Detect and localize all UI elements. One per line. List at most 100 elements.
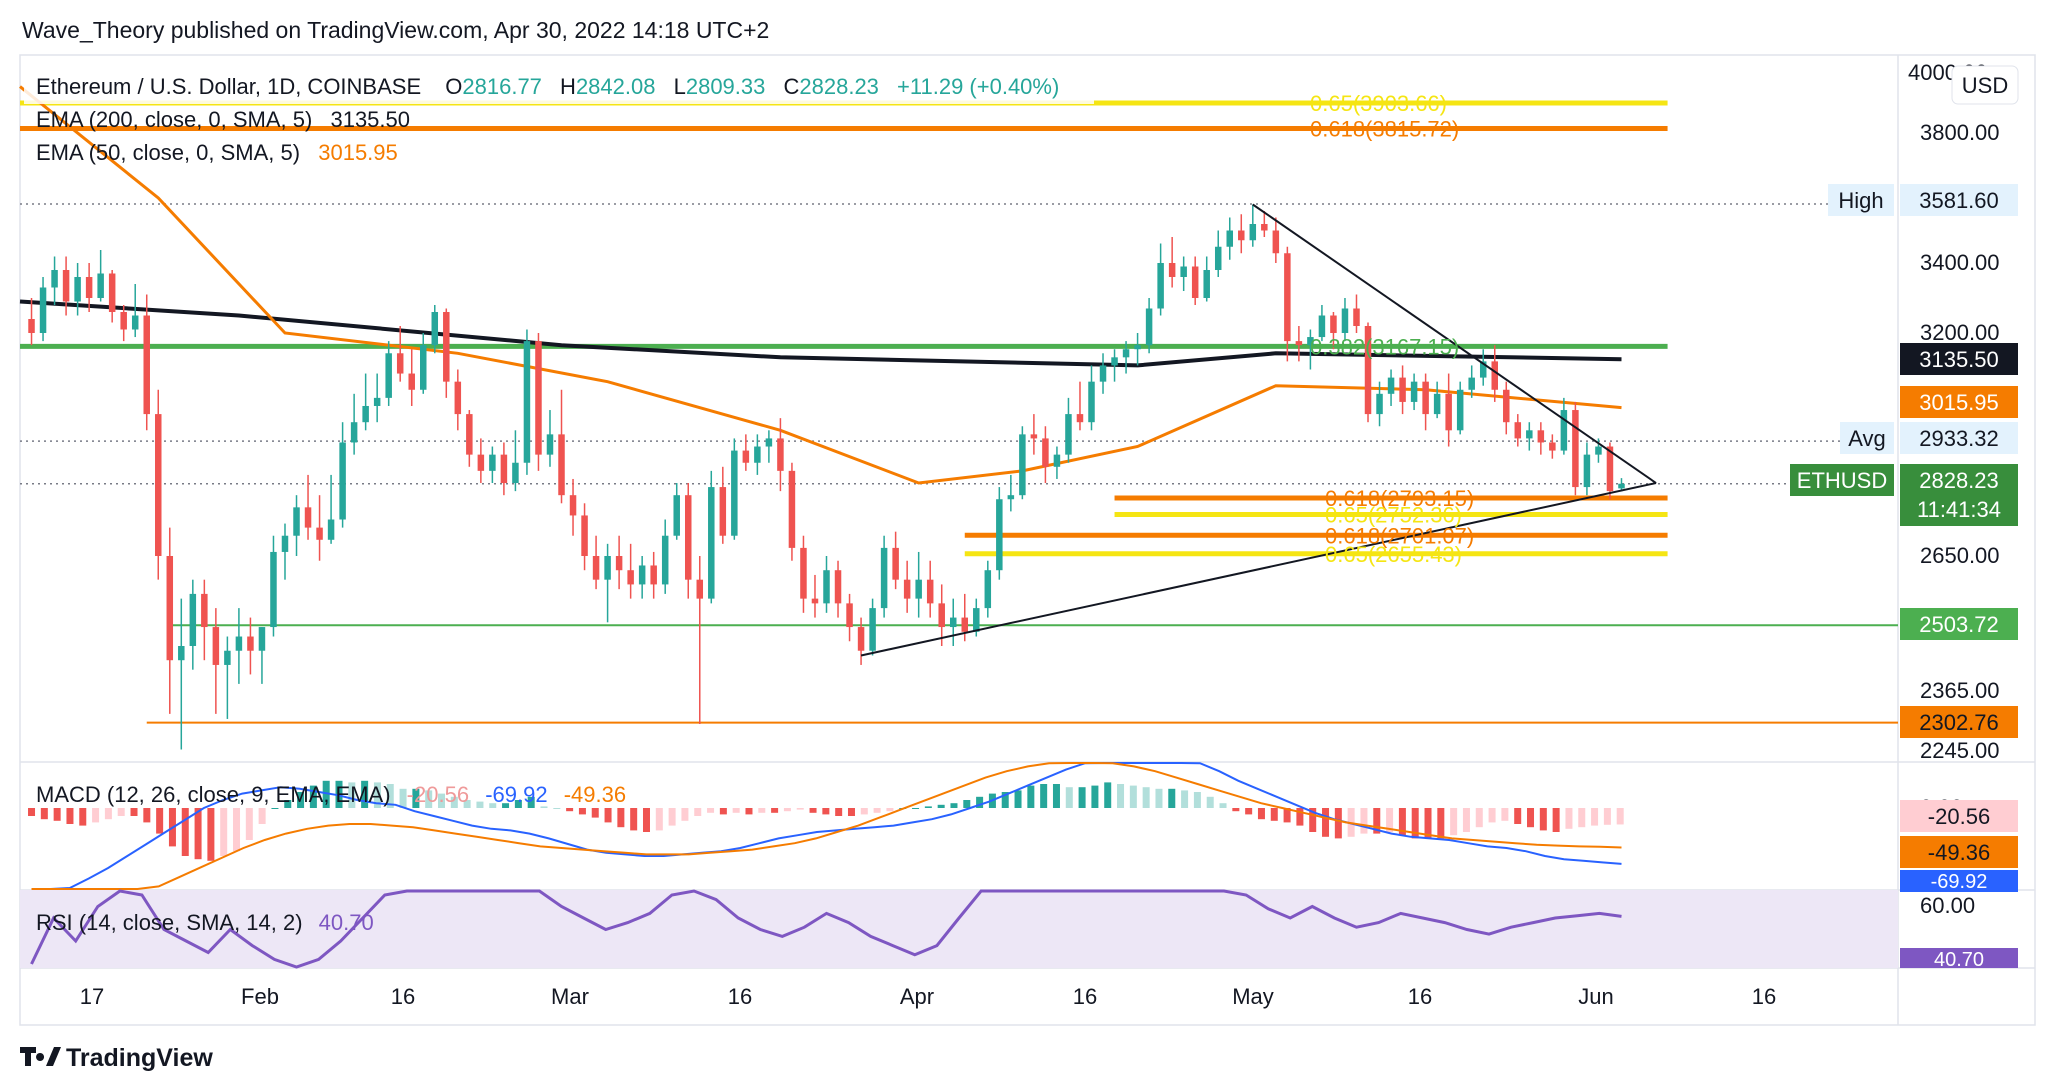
- candle: [143, 294, 150, 431]
- macd-hist-bar: [604, 808, 612, 823]
- candle-body: [1226, 230, 1234, 247]
- ema50-badge: [1900, 386, 2018, 418]
- candle: [1468, 365, 1475, 398]
- candle-body: [39, 287, 47, 333]
- candle-body: [281, 535, 289, 552]
- candle: [650, 551, 657, 599]
- candle-body: [684, 495, 692, 580]
- candle-body: [500, 454, 508, 484]
- candle-body: [247, 636, 254, 651]
- macd-hist-bar: [860, 808, 868, 815]
- candle-body: [754, 446, 761, 463]
- macd-hist-bar: [1245, 808, 1253, 815]
- time-label: 16: [728, 984, 752, 1009]
- macd-hist-bar: [1424, 808, 1432, 839]
- candle: [1076, 381, 1084, 431]
- candle: [984, 560, 992, 618]
- candle: [1341, 298, 1349, 342]
- candle-body: [454, 381, 462, 415]
- macd-hist-bar: [373, 782, 381, 808]
- candle-body: [512, 462, 519, 484]
- price-badge-value: 2828.23: [1919, 468, 1999, 493]
- candle: [1134, 333, 1141, 366]
- macd-hist-bar: [963, 800, 971, 808]
- candle-body: [719, 487, 727, 536]
- candle-body: [949, 617, 957, 628]
- candle: [1145, 298, 1153, 354]
- candle: [638, 556, 646, 599]
- legend-ema50-value: 3015.95: [318, 140, 398, 165]
- candle-body: [915, 579, 922, 599]
- candle: [362, 373, 369, 431]
- candle: [1399, 365, 1406, 415]
- legend-ema200-label: EMA (200, close, 0, SMA, 5): [36, 107, 312, 132]
- macd-hist-bar: [66, 808, 74, 824]
- macd-hist-bar: [297, 792, 305, 808]
- macd-hist-bar: [271, 808, 279, 809]
- candle-body: [51, 270, 58, 288]
- candle: [1491, 345, 1498, 402]
- candle: [1318, 305, 1326, 342]
- legend-open: 2816.77: [462, 74, 542, 99]
- candle-body: [1295, 341, 1303, 346]
- candle-body: [350, 422, 358, 443]
- candle-body: [189, 593, 197, 646]
- candle-body: [1180, 266, 1187, 277]
- macd-hist-bar: [822, 808, 830, 815]
- macd-hist-bar: [1450, 808, 1458, 836]
- macd-hist-bar: [156, 808, 164, 834]
- candle: [949, 598, 957, 646]
- candle: [765, 430, 773, 463]
- candle: [731, 438, 738, 540]
- brand-label: TradingView: [66, 1044, 213, 1072]
- candle-body: [212, 627, 220, 665]
- legend-row-ema200: EMA (200, close, 0, SMA, 5) 3135.50: [36, 107, 410, 132]
- candle-body: [880, 547, 888, 609]
- candle-body: [443, 312, 450, 382]
- price-axis[interactable]: 4000.00 USD 3800.00 3400.00 3200.00 2650…: [1790, 60, 2019, 971]
- axis-tick: 3800.00: [1920, 120, 2000, 145]
- legend-c-label: C: [784, 74, 800, 99]
- fib-label: 0.65(2752.36): [1325, 502, 1462, 527]
- time-label: 16: [1752, 984, 1776, 1009]
- macd-hist-bar: [1565, 808, 1573, 829]
- candle: [443, 308, 450, 398]
- candle: [1583, 442, 1591, 496]
- candle: [304, 474, 312, 540]
- candle: [201, 579, 208, 661]
- candle-body: [569, 495, 577, 516]
- macd-hist-bar: [1296, 808, 1304, 826]
- macd-hist-bar: [412, 788, 420, 808]
- axis-tick: 3200.00: [1920, 320, 2000, 345]
- macd-hist-bar: [450, 796, 458, 808]
- ema200-badge-value: 3135.50: [1919, 347, 1999, 372]
- time-axis[interactable]: 17 Feb 16 Mar 16 Apr 16 May 16 Jun 16: [80, 984, 1776, 1009]
- macd-hist-bar: [835, 808, 843, 816]
- support-orange-badge: [1900, 706, 2018, 738]
- candle-body: [788, 470, 796, 548]
- candle-body: [201, 593, 208, 628]
- candle-body: [1053, 454, 1061, 467]
- axis-tick: 2650.00: [1920, 543, 2000, 568]
- candle: [247, 617, 254, 675]
- candle-body: [1065, 414, 1072, 455]
- currency-button[interactable]: [1951, 65, 2019, 105]
- tradingview-logo-icon: [20, 1047, 61, 1066]
- macd-hist-bar: [1181, 790, 1189, 808]
- candle-body: [1618, 483, 1625, 489]
- candle-body: [1238, 230, 1245, 241]
- candle-body: [650, 565, 657, 585]
- macd-hist-bar: [719, 808, 727, 815]
- candle-body: [224, 650, 231, 665]
- candle-body: [1157, 263, 1164, 309]
- candle-body: [581, 515, 588, 556]
- candle: [1537, 422, 1545, 455]
- time-label: 17: [80, 984, 104, 1009]
- candle: [62, 256, 70, 316]
- time-label: 16: [1408, 984, 1432, 1009]
- legend-symbol: Ethereum / U.S. Dollar, 1D, COINBASE: [36, 74, 421, 99]
- candle-body: [489, 454, 496, 471]
- macd-hist-bar: [758, 808, 766, 813]
- legend-o-label: O: [445, 74, 462, 99]
- candle: [51, 256, 58, 305]
